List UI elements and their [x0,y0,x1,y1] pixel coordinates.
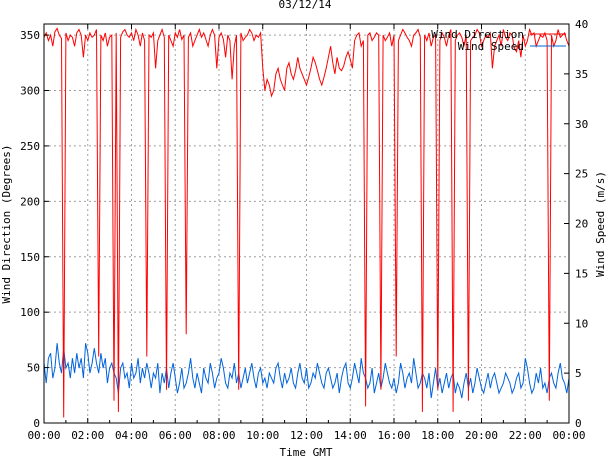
y-right-tick-label: 20 [575,218,588,231]
x-tick-label: 22:00 [509,429,542,442]
x-tick-label: 16:00 [377,429,410,442]
y-left-tick-label: 250 [20,140,40,153]
y-right-tick-label: 15 [575,267,588,280]
y-left-tick-label: 100 [20,306,40,319]
y-left-tick-label: 50 [27,362,40,375]
x-axis-label: Time GMT [280,446,333,459]
x-tick-label: 14:00 [334,429,367,442]
y-right-axis-label: Wind Speed (m/s) [594,171,607,277]
legend-label-wind-speed: Wind Speed [458,40,524,53]
y-right-tick-label: 30 [575,118,588,131]
x-tick-label: 02:00 [71,429,104,442]
y-right-tick-label: 5 [575,367,582,380]
x-tick-label: 00:00 [552,429,585,442]
legend: Wind Direction Wind Speed [431,28,566,53]
y-left-tick-label: 200 [20,195,40,208]
x-tick-label: 20:00 [465,429,498,442]
y-left-tick-label: 150 [20,251,40,264]
y-right-tick-label: 35 [575,68,588,81]
y-right-tick-label: 10 [575,317,588,330]
chart-title: 03/12/14 [279,0,332,11]
y-left-tick-label: 350 [20,29,40,42]
y-left-axis-label: Wind Direction (Degrees) [0,145,13,304]
y-right-tick-label: 0 [575,417,582,430]
y-left-axis: 0 50 100 150 200 250 300 350 [20,29,49,430]
y-right-tick-label: 25 [575,168,588,181]
x-tick-label: 00:00 [27,429,60,442]
x-tick-label: 18:00 [421,429,454,442]
x-tick-label: 08:00 [202,429,235,442]
x-tick-label: 06:00 [159,429,192,442]
x-tick-label: 10:00 [246,429,279,442]
y-right-tick-label: 40 [575,18,588,31]
y-right-axis: 0 5 10 15 20 25 30 35 40 [564,18,588,430]
y-left-tick-label: 300 [20,85,40,98]
x-tick-label: 04:00 [115,429,148,442]
x-axis: 00:00 02:00 04:00 06:00 08:00 10:00 12:00 14:00… [27,24,586,442]
y-left-tick-label: 0 [33,417,40,430]
legend-label-wind-direction: Wind Direction [431,28,524,41]
x-tick-label: 12:00 [290,429,323,442]
